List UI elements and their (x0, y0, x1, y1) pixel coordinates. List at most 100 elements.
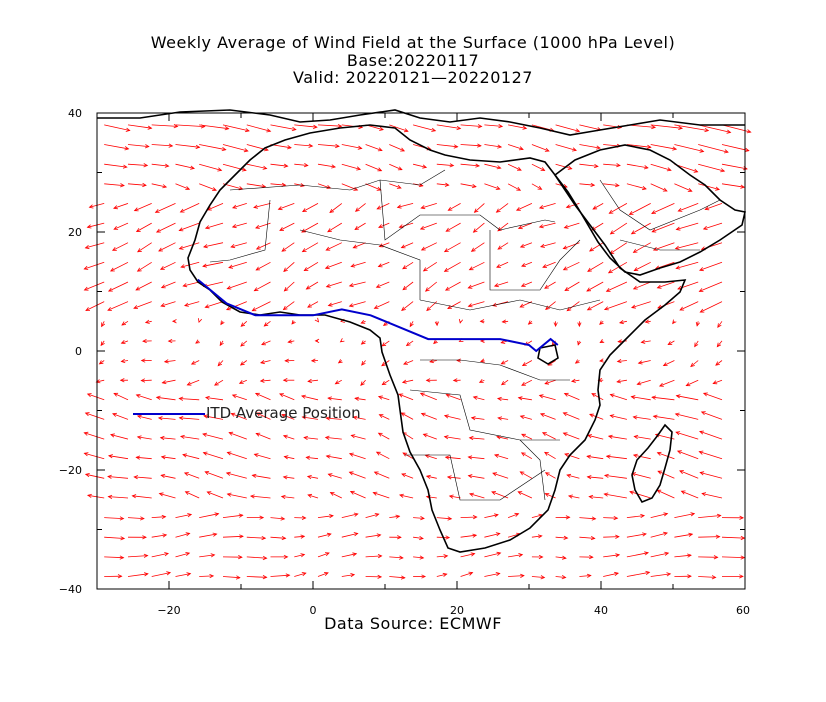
wind-arrow (496, 261, 509, 268)
wind-arrow (425, 474, 437, 480)
wind-arrow (95, 379, 105, 384)
wind-arrow (365, 183, 382, 191)
wind-arrow (616, 379, 627, 384)
wind-arrow (589, 242, 604, 252)
wind-arrow (127, 144, 150, 149)
wind-arrow (507, 144, 524, 151)
x-tick-label: 60 (736, 604, 750, 617)
wind-arrow (636, 379, 651, 386)
x-tick-label: 40 (594, 604, 608, 617)
wind-arrow (255, 261, 271, 271)
wind-arrow (631, 472, 651, 479)
wind-arrow (403, 360, 414, 365)
wind-arrow (650, 124, 684, 130)
wind-arrow (107, 301, 129, 311)
chart-title: Weekly Average of Wind Field at the Surf… (150, 33, 676, 52)
wind-arrow (484, 551, 502, 558)
wind-arrow (107, 494, 129, 499)
wind-arrow (484, 532, 501, 538)
wind-arrow (419, 222, 437, 230)
wind-arrow (136, 435, 152, 440)
wind-arrow (131, 494, 152, 499)
wind-arrow (151, 571, 172, 577)
wind-arrow (151, 143, 174, 148)
wind-arrow (562, 242, 580, 250)
lake-victoria (537, 344, 559, 365)
wind-arrow (283, 261, 295, 272)
wind-arrow (443, 414, 461, 420)
wind-arrow (603, 515, 619, 521)
wind-arrow (354, 396, 366, 401)
wind-arrow (626, 532, 647, 538)
wind-arrow (497, 416, 509, 421)
wind-arrow (151, 552, 169, 558)
wind-arrow (700, 411, 723, 420)
wind-arrow (226, 451, 247, 460)
wind-arrow (254, 392, 271, 401)
wind-arrow (280, 494, 295, 500)
wind-arrow (113, 392, 129, 401)
wind-arrow (373, 301, 390, 309)
wind-arrow (203, 414, 224, 420)
wind-arrow (294, 163, 309, 168)
wind-arrow (467, 474, 485, 479)
wind-arrow (616, 359, 627, 364)
wind-arrow (203, 242, 224, 249)
wind-arrow (365, 144, 383, 152)
wind-arrow (632, 242, 651, 253)
wind-arrow (376, 203, 390, 210)
wind-arrow (119, 378, 129, 383)
wind-arrow (301, 394, 319, 401)
wind-arrow (214, 379, 224, 386)
wind-arrow (222, 575, 241, 580)
wind-arrow (222, 534, 244, 539)
wind-arrow (674, 144, 705, 153)
wind-arrow (186, 379, 200, 386)
wind-arrow (294, 534, 306, 539)
wind-arrow (178, 222, 200, 232)
wind-arrow (574, 359, 580, 364)
wind-arrow (160, 473, 176, 479)
wind-arrow (400, 412, 414, 420)
wind-arrow (352, 415, 366, 420)
wind-arrow (281, 413, 295, 420)
wind-arrow (579, 182, 596, 187)
wind-arrow (626, 144, 652, 149)
wind-arrow (644, 319, 651, 324)
wind-arrow (317, 123, 343, 129)
wind-arrow (306, 475, 319, 480)
wind-arrow (562, 432, 580, 440)
y-tick-label: 0 (75, 345, 82, 358)
wind-arrow (360, 319, 366, 324)
wind-arrow (468, 261, 485, 271)
wind-arrow (158, 492, 176, 499)
wind-arrow (205, 395, 224, 401)
wind-arrow (198, 318, 202, 323)
wind-arrow (255, 412, 271, 420)
wind-arrow (270, 516, 286, 521)
wind-arrow (586, 475, 604, 480)
wind-arrow (657, 470, 675, 479)
wind-arrow (640, 339, 651, 344)
wind-arrow (199, 532, 218, 538)
wind-arrow (375, 281, 390, 288)
wind-arrow (329, 492, 342, 499)
wind-arrow (260, 359, 271, 365)
wind-arrow (301, 222, 319, 233)
wind-arrow (253, 453, 271, 460)
wind-arrow (436, 182, 450, 187)
wind-arrow (555, 515, 571, 520)
wind-arrow (586, 454, 604, 460)
wind-arrow (86, 493, 105, 499)
wind-arrow (154, 203, 176, 213)
wind-arrow (246, 124, 272, 133)
wind-arrow (361, 360, 366, 366)
wind-arrow (413, 516, 425, 521)
wind-arrow (281, 242, 295, 252)
wind-arrow (715, 360, 723, 366)
wind-arrow (255, 432, 271, 440)
wind-arrow (562, 412, 580, 420)
wind-arrow (519, 415, 533, 420)
wind-arrow (473, 203, 485, 213)
wind-arrow (381, 379, 390, 386)
